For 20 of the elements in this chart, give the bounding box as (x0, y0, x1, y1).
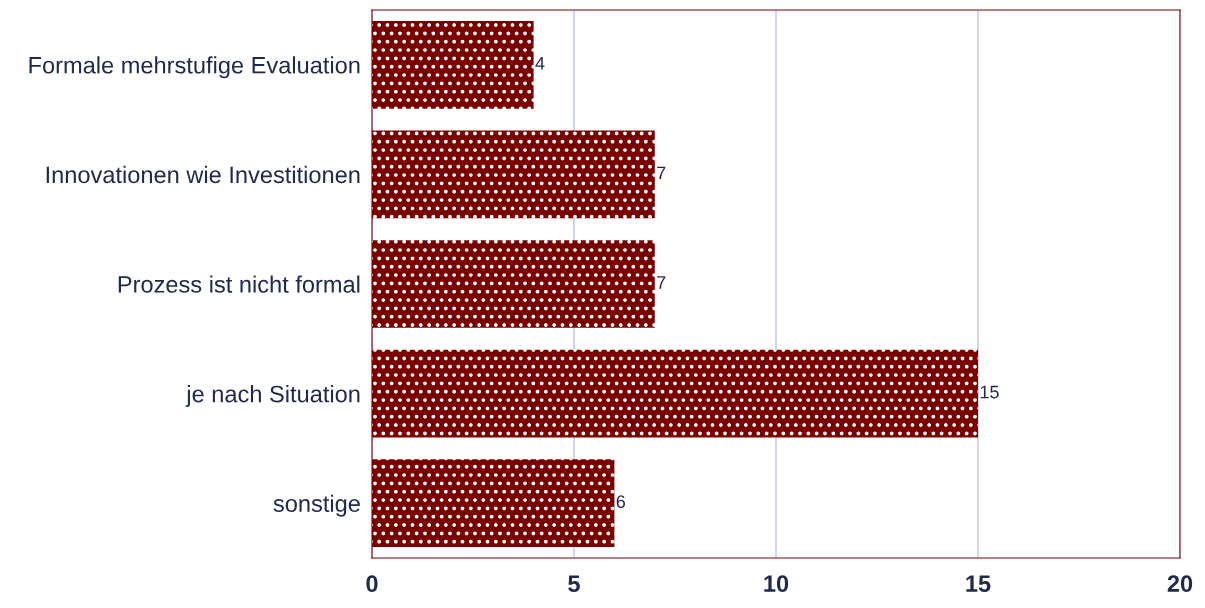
bar (372, 240, 655, 328)
data-label: 7 (657, 166, 666, 180)
bar (372, 349, 978, 438)
data-label: 7 (657, 276, 666, 289)
y-tick-label: Formale mehrstufige Evaluation (29, 56, 360, 79)
x-tick-label: 5 (568, 575, 580, 593)
data-label: 4 (535, 57, 545, 70)
x-tick-label: 10 (764, 575, 789, 593)
data-label: 6 (616, 495, 626, 509)
bar (372, 459, 615, 548)
x-tick-label: 0 (366, 575, 378, 593)
x-tick-label: 20 (1167, 575, 1193, 593)
x-tick-label: 15 (966, 575, 991, 593)
bar (372, 20, 534, 109)
y-tick-label: sonstige (273, 494, 360, 517)
y-tick-label: Innovationen wie Investitionen (46, 165, 360, 184)
data-label: 15 (980, 385, 999, 399)
y-tick-label: Prozess ist nicht formal (118, 275, 360, 293)
bar (372, 130, 655, 219)
y-tick-label: je nach Situation (185, 385, 360, 408)
